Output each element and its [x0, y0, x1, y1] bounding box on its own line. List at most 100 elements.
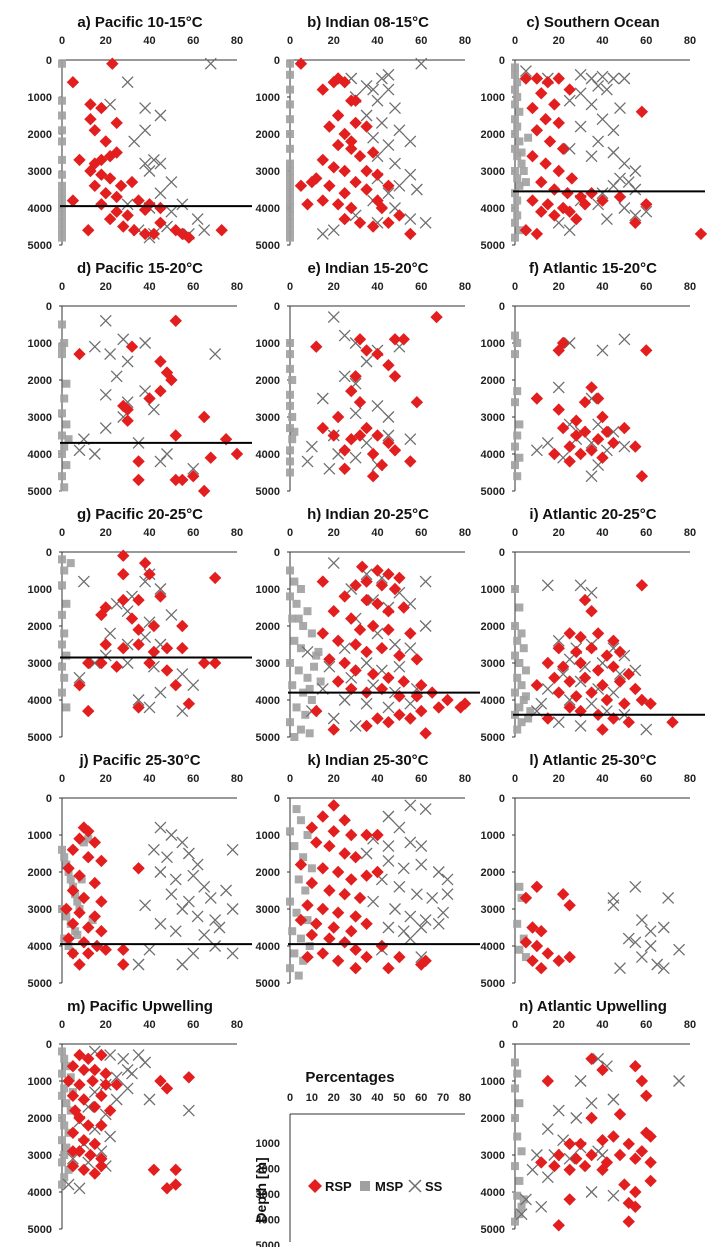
- panel-title: j) Pacific 25-30°C: [78, 752, 200, 769]
- ss-point: [139, 124, 152, 137]
- y-tick-label: 2000: [481, 375, 505, 387]
- rsp-point: [305, 928, 319, 942]
- ss-point: [139, 102, 152, 115]
- msp-point: [513, 919, 522, 928]
- rsp-point: [327, 799, 340, 812]
- rsp-point: [73, 906, 86, 919]
- x-tick-label: 80: [684, 35, 696, 47]
- y-tick-label: 1000: [256, 584, 280, 596]
- rsp-point: [578, 593, 592, 607]
- ss-point: [585, 98, 598, 111]
- rsp-point: [371, 865, 384, 879]
- x-tick-label: 20: [553, 35, 565, 47]
- msp-point: [286, 446, 294, 455]
- legend-x-tick-label: 50: [393, 1092, 405, 1104]
- msp-point: [515, 1210, 524, 1219]
- x-tick-label: 20: [100, 527, 112, 539]
- rsp-point: [327, 76, 340, 89]
- rsp-point: [349, 116, 362, 130]
- rsp-point: [366, 146, 380, 159]
- x-tick-label: 20: [553, 281, 565, 293]
- rsp-point: [591, 392, 605, 405]
- msp-point: [64, 942, 73, 950]
- rsp-point: [294, 913, 308, 927]
- msp-point: [60, 1084, 69, 1093]
- rsp-point: [327, 723, 340, 736]
- rsp-point: [103, 172, 117, 185]
- ss-point: [367, 131, 380, 144]
- msp-point: [286, 85, 294, 94]
- ss-point: [360, 355, 373, 368]
- ss-point: [607, 1093, 620, 1106]
- data-points: [511, 1052, 686, 1232]
- msp-point: [515, 137, 524, 146]
- rsp-point: [552, 403, 565, 416]
- y-tick-label: 4000: [481, 1187, 505, 1199]
- msp-point: [316, 677, 325, 686]
- ss-point: [563, 653, 576, 666]
- msp-point: [292, 908, 301, 917]
- legend-y-tick-label: 5000: [256, 1240, 280, 1247]
- msp-point: [58, 137, 66, 146]
- x-tick-label: 60: [187, 773, 199, 785]
- rsp-point: [360, 593, 373, 607]
- msp-point: [60, 483, 69, 492]
- ss-point: [541, 682, 554, 695]
- rsp-point: [176, 642, 189, 655]
- rsp-point: [182, 697, 196, 710]
- x-tick-label: 20: [328, 281, 340, 293]
- ss-point: [226, 903, 239, 915]
- ss-point: [154, 109, 167, 122]
- x-tick-label: 40: [371, 773, 383, 785]
- rsp-point: [132, 194, 145, 207]
- rsp-point: [305, 876, 319, 890]
- ss-point: [198, 880, 211, 893]
- rsp-point: [99, 1067, 112, 1080]
- rsp-point: [154, 355, 167, 368]
- msp-point: [58, 126, 66, 135]
- legend-y-tick-label: 1000: [256, 1138, 280, 1150]
- legend-label: SS: [425, 1179, 443, 1194]
- rsp-point: [607, 436, 620, 450]
- ss-point: [614, 102, 626, 115]
- rsp-point: [132, 455, 145, 468]
- ss-point: [187, 679, 200, 692]
- legend-x-tick-label: 40: [371, 1092, 383, 1104]
- msp-point: [58, 431, 66, 440]
- legend-item-rsp: RSP: [308, 1179, 352, 1194]
- rsp-point: [382, 605, 395, 618]
- msp-point: [517, 1147, 526, 1156]
- ss-point: [104, 348, 117, 361]
- rsp-point: [316, 627, 330, 640]
- panel-title: h) Indian 20-25°C: [307, 506, 429, 523]
- rsp-point: [382, 962, 395, 975]
- rsp-point: [541, 656, 555, 670]
- rsp-point: [644, 697, 657, 710]
- ss-point: [323, 462, 336, 475]
- rsp-point: [95, 1089, 108, 1102]
- x-tick-label: 0: [512, 35, 518, 47]
- rsp-point: [556, 421, 570, 435]
- rsp-point: [154, 216, 167, 229]
- ss-point: [563, 142, 576, 155]
- rsp-point: [160, 642, 174, 655]
- ss-point: [169, 925, 182, 938]
- x-tick-label: 80: [684, 527, 696, 539]
- ss-point: [415, 57, 428, 70]
- rsp-point: [570, 645, 583, 659]
- msp-point: [84, 834, 93, 843]
- x-tick-label: 20: [100, 281, 112, 293]
- ss-point: [515, 1208, 528, 1221]
- y-tick-label: 0: [274, 301, 280, 313]
- rsp-point: [618, 421, 631, 435]
- rsp-point: [331, 109, 345, 122]
- rsp-point: [316, 153, 330, 167]
- msp-point: [62, 379, 71, 388]
- msp-point: [513, 1069, 522, 1078]
- msp-point: [286, 897, 294, 906]
- rsp-point: [165, 373, 178, 387]
- rsp-point: [640, 344, 653, 357]
- msp-point: [296, 585, 305, 593]
- x-tick-label: 40: [371, 281, 383, 293]
- rsp-point: [66, 947, 80, 960]
